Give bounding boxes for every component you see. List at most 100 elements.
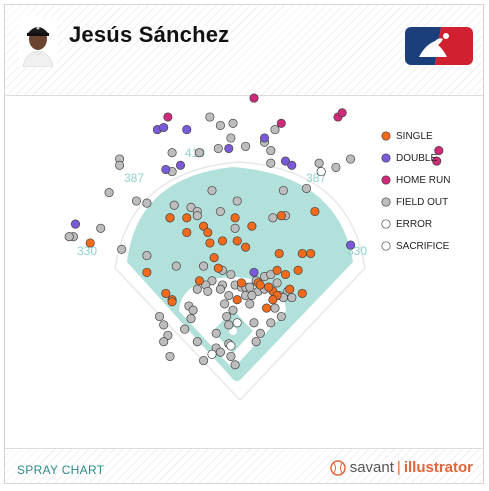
point-single: [230, 213, 240, 223]
point-double: [175, 160, 186, 170]
point-single: [297, 288, 307, 298]
point-single: [217, 236, 228, 246]
point-single: [203, 227, 213, 238]
legend-label-sacrifice: SACRIFICE: [396, 241, 450, 252]
point-single: [274, 248, 284, 259]
point-field-out: [215, 347, 225, 357]
point-field-out: [207, 276, 217, 286]
point-field-out: [276, 311, 286, 322]
point-home-run: [337, 108, 347, 118]
point-field-out: [199, 356, 209, 366]
point-field-out: [154, 311, 165, 322]
brand-savant: savant: [349, 459, 394, 476]
point-double: [249, 267, 259, 277]
point-single: [262, 303, 272, 313]
point-field-out: [226, 269, 236, 280]
point-field-out: [245, 299, 255, 309]
point-field-out: [211, 328, 221, 338]
point-double: [280, 156, 291, 166]
point-field-out: [163, 330, 173, 340]
point-single: [280, 269, 291, 280]
point-single: [285, 284, 295, 294]
foul-territory-outline: [114, 161, 366, 402]
point-single: [209, 253, 219, 263]
point-field-out: [215, 284, 225, 294]
point-field-out: [180, 324, 190, 334]
point-field-out: [224, 290, 234, 301]
point-single: [306, 248, 316, 259]
point-double: [224, 143, 234, 154]
point-double: [287, 160, 297, 170]
point-sacrifice: [232, 318, 242, 328]
brand-separator: |: [396, 459, 401, 476]
point-field-out: [205, 112, 215, 122]
point-home-run: [163, 112, 173, 122]
point-field-out: [213, 143, 223, 154]
point-field-out: [167, 148, 177, 158]
point-field-out: [226, 351, 236, 361]
point-single: [165, 213, 175, 223]
point-home-run: [249, 93, 259, 103]
point-field-out: [203, 286, 213, 296]
point-double: [182, 125, 192, 135]
point-field-out: [266, 269, 276, 280]
point-field-out: [270, 303, 280, 313]
point-single: [199, 221, 209, 231]
point-field-out: [96, 223, 106, 233]
point-field-out: [287, 293, 297, 303]
player-avatar: [19, 17, 57, 67]
point-single: [167, 297, 177, 307]
point-field-out: [104, 188, 114, 198]
point-field-out: [249, 318, 259, 328]
footer: SPRAY CHART savant | illustrator: [5, 448, 483, 483]
point-home-run: [432, 156, 442, 166]
point-home-run: [434, 146, 444, 156]
point-field-out: [266, 158, 276, 168]
point-field-out: [215, 206, 225, 217]
point-field-out: [142, 198, 152, 208]
point-field-out: [194, 148, 204, 158]
legend-label-double: DOUBLE: [396, 153, 437, 164]
point-single: [272, 265, 282, 275]
point-error: [316, 167, 326, 177]
legend-item-home-run: HOME RUN: [381, 175, 450, 186]
point-double: [259, 133, 270, 143]
baseball-icon: [329, 459, 346, 476]
point-field-out: [266, 318, 276, 328]
point-field-out: [131, 196, 141, 206]
point-field-out: [314, 158, 324, 168]
point-field-out: [346, 154, 356, 164]
point-single: [247, 221, 257, 231]
point-single: [205, 238, 215, 248]
legend-label-field-out: FIELD OUT: [396, 197, 448, 208]
header: Jesús Sánchez: [5, 5, 483, 96]
point-field-out: [222, 311, 232, 322]
point-sacrifice: [226, 341, 236, 351]
point-single: [241, 242, 251, 252]
point-field-out: [115, 160, 125, 170]
point-field-out: [142, 251, 152, 261]
savant-illustrator-brand: savant | illustrator: [329, 459, 473, 476]
point-field-out: [228, 305, 238, 315]
mlb-logo-icon: [405, 27, 473, 65]
point-field-out: [159, 337, 169, 347]
legend-label-home-run: HOME RUN: [396, 175, 450, 186]
point-single: [194, 276, 204, 286]
point-single: [297, 248, 307, 259]
point-field-out: [266, 146, 276, 156]
point-double: [70, 219, 81, 229]
point-field-out: [232, 196, 242, 206]
point-single: [293, 265, 303, 275]
point-single: [182, 227, 192, 238]
point-sacrifice: [207, 349, 217, 359]
point-field-out: [192, 211, 202, 221]
point-single: [236, 278, 246, 288]
distance-label-left-center: 387: [124, 171, 144, 185]
point-single: [264, 282, 274, 292]
point-field-out: [230, 360, 240, 370]
point-field-out: [165, 351, 175, 361]
point-field-out: [192, 284, 202, 294]
point-single: [182, 213, 192, 223]
point-field-out: [268, 213, 278, 223]
legend-item-error: ERROR: [381, 219, 432, 230]
